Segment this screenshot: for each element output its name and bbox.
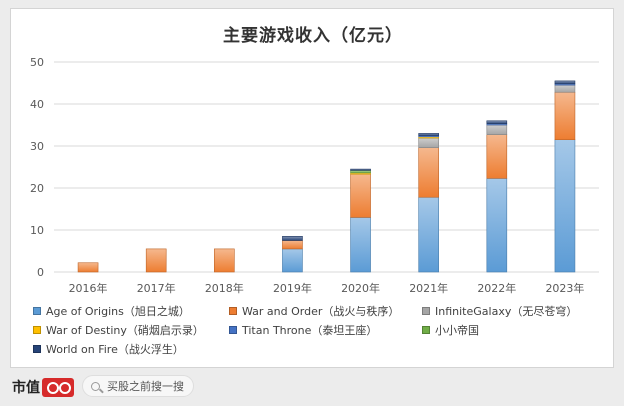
bar-segment — [350, 168, 371, 171]
bar-segment — [77, 262, 99, 273]
x-tick-label: 2021年 — [409, 281, 448, 295]
legend-swatch — [422, 325, 430, 334]
legend-swatch — [229, 306, 237, 315]
x-tick-label: 2019年 — [273, 281, 312, 295]
legend-swatch — [422, 306, 430, 315]
legend-label: Age of Origins（旭日之城） — [46, 304, 190, 318]
x-tick-label: 2022年 — [477, 281, 516, 295]
bar-segment — [214, 248, 235, 273]
legend-row: World on Fire（战火浮生） — [33, 339, 603, 358]
legend-item-titan-throne: Titan Throne（泰坦王座） — [229, 322, 422, 338]
chart-title: 主要游戏收入（亿元） — [223, 26, 403, 46]
brand-name: 市值 — [12, 380, 40, 396]
search-box[interactable]: 买股之前搜一搜 — [82, 375, 194, 397]
chart-legend: Age of Origins（旭日之城） War and Order（战火与秩序… — [33, 301, 603, 358]
bar-segment — [486, 120, 508, 125]
legend-swatch — [229, 325, 237, 334]
y-tick-label: 0 — [37, 266, 44, 279]
x-tick-label: 2018年 — [205, 281, 244, 295]
bar-segment — [486, 134, 508, 179]
footer-bar: 市值 买股之前搜一搜 — [0, 368, 624, 406]
legend-item-little-empire: 小小帝国 — [422, 322, 602, 338]
bar-segment — [418, 133, 439, 136]
y-tick-label: 20 — [30, 182, 44, 195]
bar-segment — [554, 139, 576, 273]
legend-item-age-of-origins: Age of Origins（旭日之城） — [33, 303, 229, 319]
x-tick-label: 2017年 — [137, 281, 176, 295]
bar-segment — [486, 124, 508, 135]
legend-label: Titan Throne（泰坦王座） — [242, 323, 378, 337]
brand-mark-icon — [42, 377, 74, 397]
x-tick-label: 2020年 — [341, 281, 380, 295]
brand-logo: 市值 — [12, 377, 74, 397]
legend-item-war-and-order: War and Order（战火与秩序） — [229, 303, 422, 319]
legend-item-infinite-galaxy: InfiniteGalaxy（无尽苍穹） — [422, 303, 602, 319]
legend-row: War of Destiny（硝烟启示录） Titan Throne（泰坦王座）… — [33, 320, 603, 339]
bar-segment — [145, 248, 167, 273]
bar-segment — [350, 170, 371, 174]
legend-swatch — [33, 306, 41, 315]
search-placeholder: 买股之前搜一搜 — [107, 380, 184, 393]
bar-segment — [418, 147, 439, 198]
legend-swatch — [33, 325, 41, 334]
bar-segment — [350, 173, 371, 218]
legend-item-world-on-fire: World on Fire（战火浮生） — [33, 341, 229, 357]
bar-segment — [350, 217, 371, 273]
bar-segment — [282, 248, 303, 273]
legend-label: War of Destiny（硝烟启示录） — [46, 323, 204, 337]
x-tick-label: 2023年 — [545, 281, 584, 295]
legend-label: World on Fire（战火浮生） — [46, 342, 184, 356]
bar-segment — [418, 196, 439, 273]
bar-segment — [282, 236, 303, 241]
legend-label: 小小帝国 — [435, 323, 479, 337]
bar-segment — [418, 137, 439, 148]
bar-segment — [554, 84, 576, 93]
y-tick-label: 50 — [30, 56, 44, 69]
bar-segment — [486, 178, 508, 273]
y-tick-label: 40 — [30, 98, 44, 111]
legend-label: InfiniteGalaxy（无尽苍穹） — [435, 304, 578, 318]
legend-swatch — [33, 344, 41, 353]
y-tick-label: 30 — [30, 140, 44, 153]
x-tick-label: 2016年 — [69, 281, 108, 295]
legend-label: War and Order（战火与秩序） — [242, 304, 400, 318]
bar-segment — [554, 91, 576, 140]
legend-row: Age of Origins（旭日之城） War and Order（战火与秩序… — [33, 301, 603, 320]
legend-item-war-of-destiny: War of Destiny（硝烟启示录） — [33, 322, 229, 338]
search-icon — [91, 381, 100, 391]
bar-segment — [554, 80, 576, 85]
stacked-bar-chart: 0 10 20 30 40 50 2016年 2017年 2018年 2019年 2020年 2021… — [30, 56, 599, 295]
y-tick-label: 10 — [30, 224, 44, 237]
chart-card: 主要游戏收入（亿元） 0 10 20 30 40 50 2016年 2017年 2018年 201… — [10, 8, 614, 368]
bar-segment — [282, 240, 303, 250]
